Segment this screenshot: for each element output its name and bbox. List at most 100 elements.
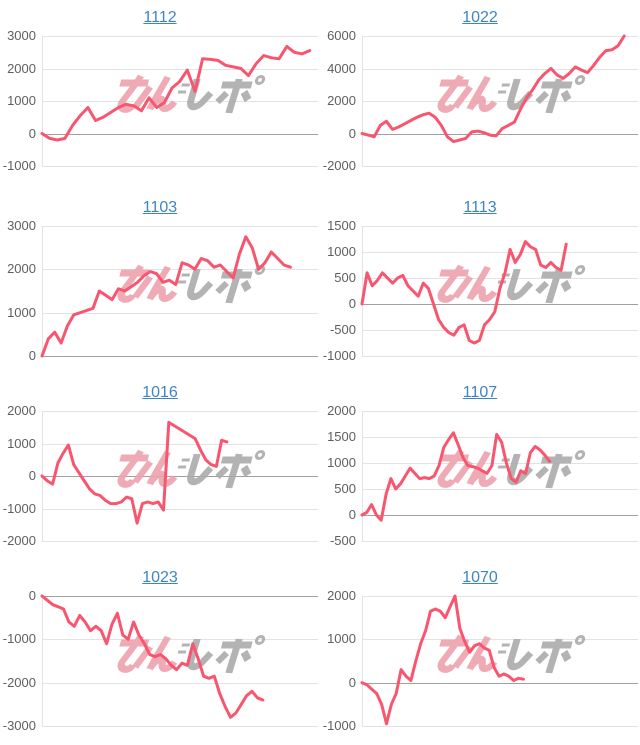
- plot-wrap: 2000 1500 1000 500 0 -500: [320, 404, 640, 557]
- chart-svg: [42, 596, 318, 727]
- y-axis-labels: 2000 1000 0 -1000 -2000: [0, 404, 36, 548]
- chart-svg: [362, 226, 638, 357]
- y-tick-label: 0: [348, 126, 356, 141]
- line-chart: [40, 594, 318, 727]
- plot-wrap: 1500 1000 500 0 -500 -1000: [320, 219, 640, 372]
- series-line: [360, 34, 626, 144]
- line-chart: [360, 594, 638, 727]
- y-tick-label: -1000: [2, 501, 36, 516]
- y-tick-label: 0: [348, 296, 356, 311]
- y-tick-label: 0: [28, 348, 36, 363]
- y-axis-labels: 2000 1000 0 -1000: [320, 589, 356, 733]
- y-tick-label: 1000: [7, 436, 36, 451]
- series-line: [40, 235, 292, 358]
- machine-number-link[interactable]: 1112: [143, 9, 177, 26]
- y-tick-label: 0: [28, 126, 36, 141]
- machine-number-link[interactable]: 1113: [463, 199, 497, 216]
- machine-chart-cell-1023: 1023 0 -1000 -2000 -3000: [0, 560, 320, 745]
- y-tick-label: 2000: [327, 93, 356, 108]
- series-line: [360, 594, 525, 726]
- series-svg: [360, 594, 525, 726]
- y-tick-label: 1500: [327, 218, 356, 233]
- y-tick-label: 2000: [7, 261, 36, 276]
- machine-number-link[interactable]: 1023: [142, 569, 178, 586]
- chart-svg: [42, 36, 318, 167]
- series-svg: [40, 235, 292, 358]
- machine-number-link[interactable]: 1107: [462, 384, 498, 401]
- y-axis-labels: 0 -1000 -2000 -3000: [0, 589, 36, 733]
- line-chart: [40, 226, 318, 358]
- y-tick-label: 3000: [7, 218, 36, 233]
- y-tick-label: 500: [334, 270, 356, 285]
- y-tick-label: 6000: [327, 28, 356, 43]
- plot-wrap: 2000 1000 0 -1000: [320, 589, 640, 742]
- y-tick-label: 4000: [327, 61, 356, 76]
- machine-number-link[interactable]: 1022: [462, 9, 498, 26]
- series-line: [40, 594, 265, 719]
- y-tick-label: 500: [334, 481, 356, 496]
- chart-title: 1103: [0, 190, 320, 218]
- y-tick-label: -1000: [2, 158, 36, 173]
- series-svg: [360, 240, 568, 345]
- y-tick-label: 1500: [327, 429, 356, 444]
- machine-chart-cell-1070: 1070 2000 1000 0 -1000: [320, 560, 640, 745]
- chart-svg: [362, 36, 638, 167]
- chart-title: 1107: [320, 375, 640, 403]
- machine-chart-cell-1107: 1107 2000 1500 1000 500 0 -500: [320, 375, 640, 560]
- line-chart: [360, 226, 638, 357]
- series-line: [360, 240, 568, 345]
- y-tick-label: 0: [28, 468, 36, 483]
- y-tick-label: 1000: [327, 244, 356, 259]
- y-tick-label: -2000: [2, 533, 36, 548]
- y-axis-labels: 3000 2000 1000 0 -1000: [0, 29, 36, 173]
- y-tick-label: 1000: [7, 93, 36, 108]
- plot-wrap: 0 -1000 -2000 -3000: [0, 589, 320, 742]
- y-tick-label: 3000: [7, 28, 36, 43]
- y-tick-label: 2000: [7, 61, 36, 76]
- y-axis-labels: 6000 4000 2000 0 -2000: [320, 29, 356, 173]
- y-tick-label: -2000: [2, 675, 36, 690]
- chart-svg: [362, 596, 638, 727]
- series-line: [40, 420, 229, 525]
- machine-chart-cell-1103: 1103 3000 2000 1000 0: [0, 190, 320, 375]
- line-chart: [360, 411, 638, 542]
- y-tick-label: 2000: [7, 403, 36, 418]
- line-chart: [360, 34, 638, 167]
- machine-chart-cell-1112: 1112 3000 2000 1000 0 -1000: [0, 0, 320, 190]
- machine-number-link[interactable]: 1070: [462, 569, 498, 586]
- chart-title: 1113: [320, 190, 640, 218]
- y-tick-label: -2000: [322, 158, 356, 173]
- series-svg: [40, 420, 229, 525]
- plot-wrap: 2000 1000 0 -1000 -2000: [0, 404, 320, 557]
- y-axis-labels: 3000 2000 1000 0: [0, 219, 36, 363]
- y-tick-label: -500: [329, 533, 356, 548]
- series-line: [360, 431, 552, 522]
- machine-chart-cell-1022: 1022 6000 4000 2000 0 -2000: [320, 0, 640, 190]
- y-tick-label: 1000: [327, 631, 356, 646]
- y-axis-labels: 2000 1500 1000 500 0 -500: [320, 404, 356, 548]
- y-tick-label: 2000: [327, 403, 356, 418]
- line-chart: [40, 36, 318, 167]
- chart-title: 1070: [320, 560, 640, 588]
- y-tick-label: -1000: [322, 348, 356, 363]
- y-tick-label: 2000: [327, 588, 356, 603]
- y-tick-label: -1000: [322, 718, 356, 733]
- y-tick-label: -1000: [2, 631, 36, 646]
- line-chart: [40, 411, 318, 542]
- series-svg: [360, 431, 552, 522]
- series-svg: [40, 44, 312, 142]
- plot-wrap: 3000 2000 1000 0 -1000: [0, 29, 320, 182]
- y-axis-labels: 1500 1000 500 0 -500 -1000: [320, 219, 356, 363]
- y-tick-label: -500: [329, 322, 356, 337]
- y-tick-label: 0: [348, 507, 356, 522]
- chart-title: 1023: [0, 560, 320, 588]
- machine-chart-cell-1113: 1113 1500 1000 500 0 -500 -1000: [320, 190, 640, 375]
- chart-title: 1022: [320, 0, 640, 28]
- y-tick-label: 0: [28, 588, 36, 603]
- machine-number-link[interactable]: 1016: [142, 384, 178, 401]
- chart-title: 1016: [0, 375, 320, 403]
- y-tick-label: -3000: [2, 718, 36, 733]
- machine-number-link[interactable]: 1103: [142, 199, 178, 216]
- series-svg: [40, 594, 265, 719]
